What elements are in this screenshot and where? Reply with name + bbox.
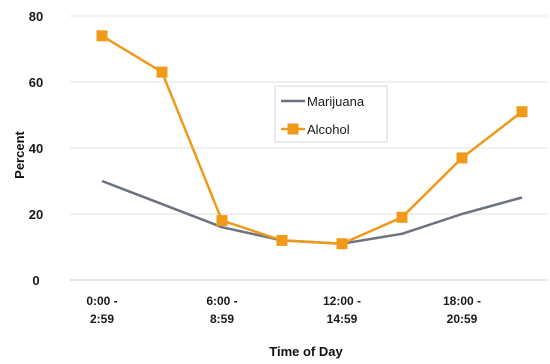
legend-box (274, 85, 388, 143)
data-point-alcohol-7 (516, 106, 528, 118)
x-tick-label-line1-0: 0:00 - (86, 294, 117, 308)
series-line-marijuana (101, 179, 523, 245)
y-axis-title: Percent (12, 130, 27, 178)
x-tick-label-line2-0: 2:59 (90, 312, 114, 326)
grid-layer (70, 15, 547, 215)
y-tick-label-60: 60 (29, 75, 43, 90)
legend-label-alcohol: Alcohol (307, 122, 350, 137)
x-tick-label-line1-2: 6:00 - (206, 294, 237, 308)
y-tick-label-40: 40 (29, 141, 43, 156)
y-tick-label-0: 0 (32, 273, 39, 288)
legend-swatch-marker-alcohol (287, 123, 299, 135)
data-point-alcohol-0 (96, 30, 108, 42)
data-point-alcohol-2 (216, 215, 228, 227)
data-point-alcohol-6 (456, 152, 468, 164)
series-line-alcohol (101, 34, 523, 245)
data-point-alcohol-1 (156, 66, 168, 78)
data-point-alcohol-4 (336, 238, 348, 250)
data-point-alcohol-3 (276, 234, 288, 246)
x-tick-label-line1-6: 18:00 - (443, 294, 481, 308)
x-tick-label-line2-6: 20:59 (447, 312, 478, 326)
y-tick-label-20: 20 (29, 207, 43, 222)
x-tick-label-line1-4: 12:00 - (323, 294, 361, 308)
series-layer (96, 30, 528, 250)
legend: Marijuana Alcohol (274, 85, 388, 143)
y-tick-label-80: 80 (29, 9, 43, 24)
x-axis-title: Time of Day (269, 344, 343, 359)
x-tick-label-line2-4: 14:59 (327, 312, 358, 326)
data-point-alcohol-5 (396, 211, 408, 223)
legend-label-marijuana: Marijuana (307, 94, 365, 109)
tick-layer: 0 20 40 60 80 0:00 - 2:59 6:00 - 8:59 12:00 - 14:5… (29, 9, 481, 326)
x-tick-label-line2-2: 8:59 (210, 312, 234, 326)
